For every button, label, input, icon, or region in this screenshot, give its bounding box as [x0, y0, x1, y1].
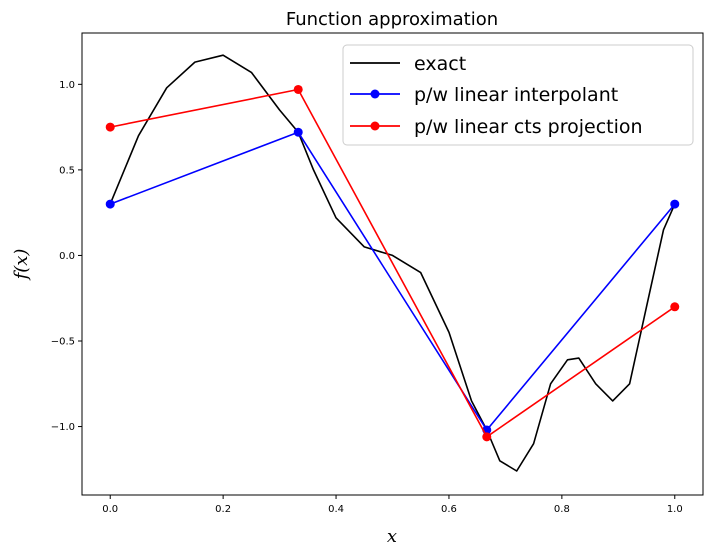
x-axis-label: x	[387, 526, 397, 547]
y-tick-label: 0.0	[59, 251, 75, 262]
series-1-point	[105, 199, 115, 209]
series-line-0	[109, 54, 676, 472]
legend-box	[342, 44, 694, 146]
x-ticks: 0.0 0.2 0.4 0.6 0.8 1.0	[102, 495, 683, 515]
legend-marker-2	[370, 121, 380, 131]
series-layer	[105, 54, 680, 472]
series-2-point	[105, 122, 115, 132]
x-tick-label: 0.4	[328, 504, 344, 515]
plot-frame	[81, 32, 704, 496]
series-1-point	[293, 127, 303, 137]
series-2-point	[482, 432, 492, 442]
legend-label-1: p/w linear interpolant	[414, 84, 618, 106]
series-2-point	[293, 84, 303, 94]
legend-label-0: exact	[414, 53, 466, 75]
series-line-2	[110, 88, 676, 438]
x-tick-label: 0.8	[554, 504, 570, 515]
legend-marker-1	[370, 89, 380, 99]
series-2-point	[670, 302, 680, 312]
series-1-point	[670, 199, 680, 209]
x-tick-label: 0.6	[441, 504, 457, 515]
y-ticks: 1.0 0.5 0.0 −0.5 −1.0	[51, 80, 82, 433]
y-tick-label: −0.5	[51, 337, 75, 348]
series-line-1	[109, 131, 676, 431]
legend-label-2: p/w linear cts projection	[414, 116, 643, 138]
legend: exact p/w linear interpolant p/w linear ct…	[342, 44, 694, 146]
x-tick-label: 0.0	[102, 504, 118, 515]
chart-title: Function approximation	[286, 9, 498, 30]
y-tick-label: 0.5	[59, 165, 75, 176]
y-tick-label: 1.0	[59, 80, 75, 91]
x-tick-label: 1.0	[667, 504, 683, 515]
y-axis-label: f(x)	[11, 249, 32, 282]
y-tick-label: −1.0	[51, 422, 75, 433]
x-tick-label: 0.2	[215, 504, 231, 515]
